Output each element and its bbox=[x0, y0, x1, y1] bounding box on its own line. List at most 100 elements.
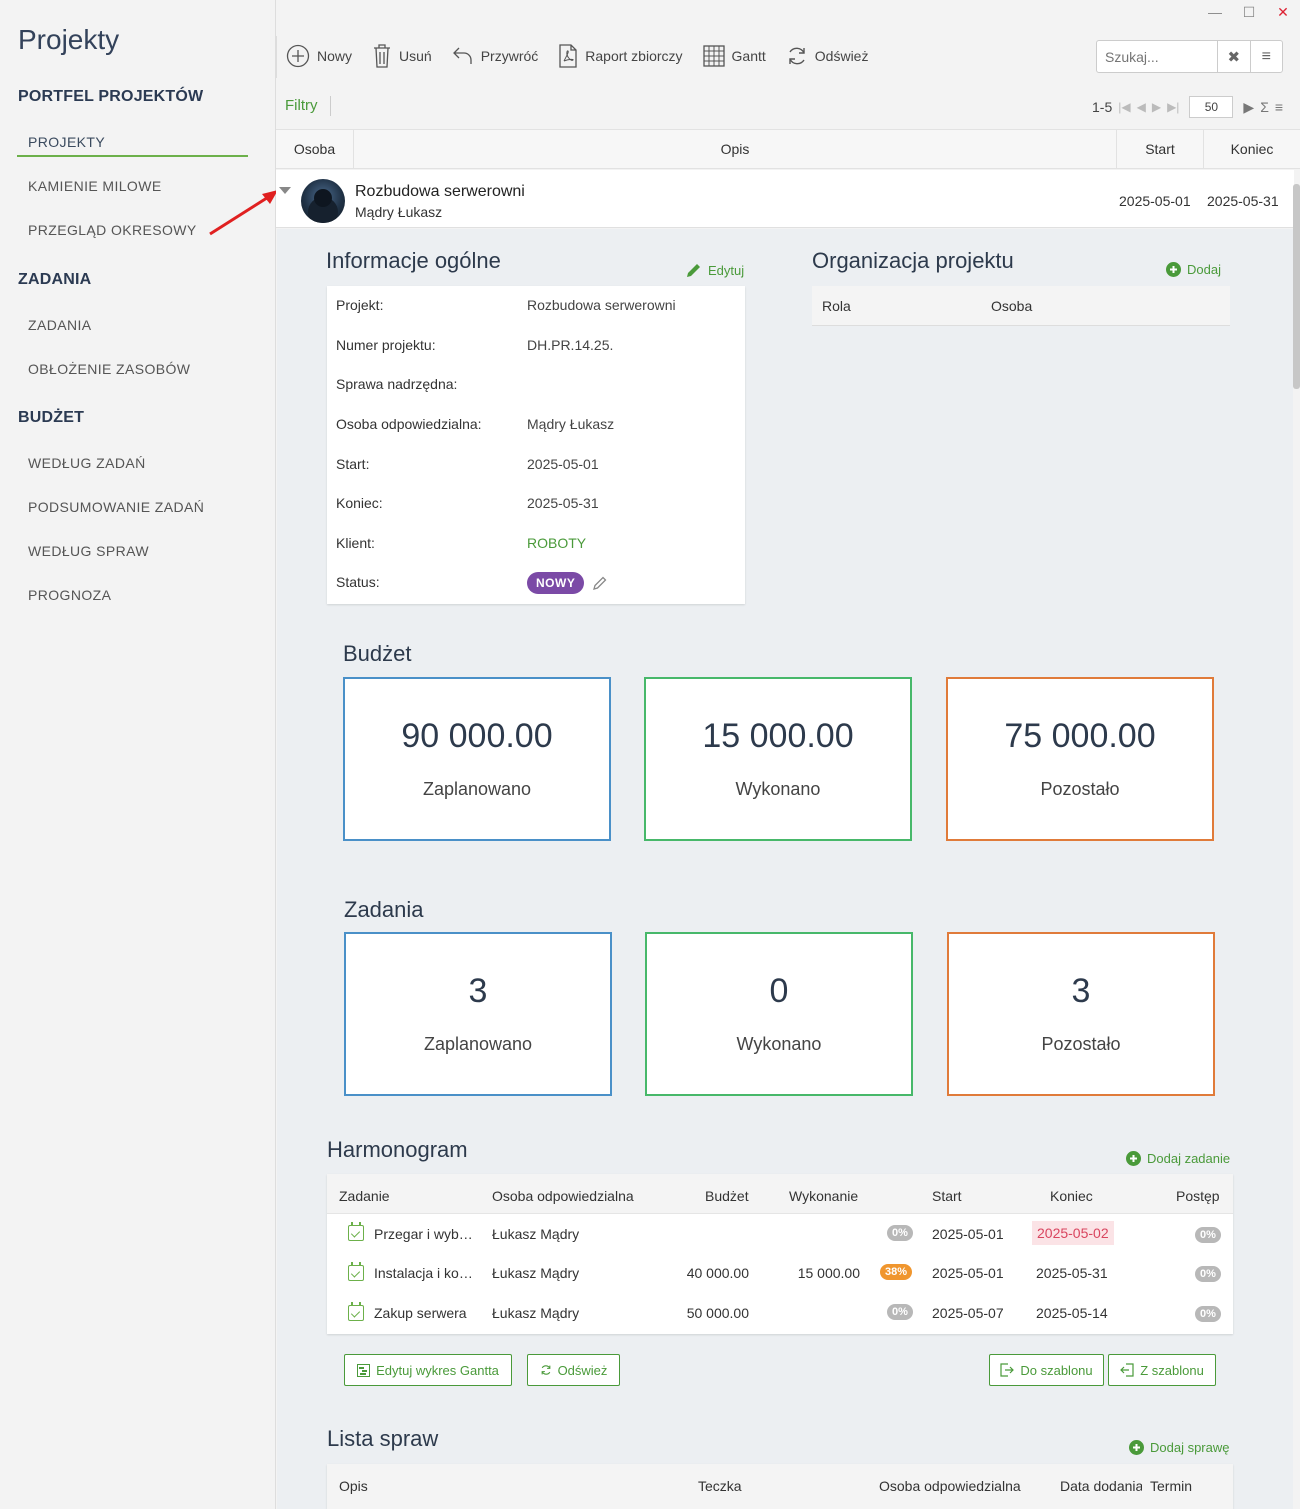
close-icon[interactable]: ✕ bbox=[1277, 3, 1289, 20]
sidebar-item-periodic-review[interactable]: PRZEGLĄD OKRESOWY bbox=[28, 222, 197, 238]
col-start[interactable]: Start bbox=[1117, 130, 1204, 168]
col-folder[interactable]: Teczka bbox=[698, 1478, 742, 1494]
restore-button[interactable]: Przywróć bbox=[452, 34, 538, 78]
first-page-icon[interactable]: |◀ bbox=[1118, 100, 1131, 114]
client-link[interactable]: ROBOTY bbox=[527, 535, 587, 551]
clear-search-icon[interactable]: ✖ bbox=[1217, 41, 1250, 72]
calendar-check-icon bbox=[348, 1302, 364, 1321]
next-page-icon[interactable]: ▶ bbox=[1151, 100, 1162, 114]
sidebar-item-forecast[interactable]: PROGNOZA bbox=[28, 587, 112, 603]
col-start[interactable]: Start bbox=[932, 1188, 962, 1204]
gantt-button[interactable]: Gantt bbox=[702, 34, 766, 78]
add-task-link[interactable]: Dodaj zadanie bbox=[1126, 1151, 1230, 1166]
col-deadline[interactable]: Termin bbox=[1150, 1478, 1193, 1494]
from-template-label: Z szablonu bbox=[1140, 1362, 1204, 1378]
sidebar-item-resource-load[interactable]: OBŁOŻENIE ZASOBÓW bbox=[28, 361, 191, 377]
col-task[interactable]: Zadanie bbox=[339, 1188, 390, 1204]
search-box: ✖ ≡ bbox=[1096, 40, 1283, 73]
delete-button[interactable]: Usuń bbox=[372, 34, 432, 78]
stat-number: 90 000.00 bbox=[401, 717, 553, 755]
scrollbar[interactable] bbox=[1293, 184, 1300, 389]
col-execution[interactable]: Wykonanie bbox=[789, 1188, 859, 1204]
col-date-added[interactable]: Data dodania bbox=[1060, 1478, 1142, 1494]
stat-number: 3 bbox=[1071, 972, 1091, 1010]
prev-page-icon[interactable]: ◀ bbox=[1136, 100, 1146, 114]
undo-icon bbox=[452, 47, 472, 64]
sidebar-item-tasks[interactable]: ZADANIA bbox=[28, 317, 92, 333]
grid-header: Osoba Opis Start Koniec bbox=[276, 129, 1300, 169]
last-page-icon[interactable]: ▶| bbox=[1167, 100, 1180, 114]
page-size-input[interactable]: 50 bbox=[1189, 96, 1234, 118]
from-template-button[interactable]: Z szablonu bbox=[1108, 1354, 1216, 1386]
tasks-title: Zadania bbox=[344, 897, 424, 922]
search-input[interactable] bbox=[1097, 41, 1217, 72]
info-key: Osoba odpowiedzialna: bbox=[336, 416, 482, 432]
edit-general-link[interactable]: Edytuj bbox=[685, 262, 744, 279]
sidebar-item-milestones[interactable]: KAMIENIE MILOWE bbox=[28, 178, 162, 194]
stat-number: 75 000.00 bbox=[1004, 717, 1156, 755]
task-person: Łukasz Mądry bbox=[492, 1226, 580, 1242]
stat-label: Wykonano bbox=[736, 1034, 822, 1054]
project-row[interactable]: Rozbudowa serwerowni Mądry Łukasz 2025-0… bbox=[276, 170, 1294, 228]
minimize-icon[interactable]: — bbox=[1208, 4, 1222, 20]
collapse-caret-icon[interactable] bbox=[279, 187, 291, 194]
calendar-check-icon bbox=[348, 1222, 364, 1241]
cases-title: Lista spraw bbox=[327, 1426, 439, 1451]
add-case-link[interactable]: Dodaj sprawę bbox=[1129, 1440, 1230, 1455]
add-org-link[interactable]: Dodaj bbox=[1166, 262, 1221, 277]
window-controls: — ☐ ✕ bbox=[1198, 0, 1300, 24]
section-tasks[interactable]: ZADANIA bbox=[18, 271, 92, 288]
col-responsible[interactable]: Osoba odpowiedzialna bbox=[492, 1188, 634, 1204]
expand-icon[interactable]: ▶ bbox=[1243, 98, 1255, 115]
new-button[interactable]: Nowy bbox=[286, 34, 352, 78]
sidebar-item-projekty[interactable]: PROJEKTY bbox=[28, 134, 106, 150]
edit-status-pencil-icon[interactable] bbox=[592, 575, 608, 591]
col-osoba[interactable]: Osoba bbox=[276, 130, 354, 168]
col-person[interactable]: Osoba bbox=[991, 298, 1033, 314]
col-responsible[interactable]: Osoba odpowiedzialna bbox=[879, 1478, 1021, 1494]
stat-label: Zaplanowano bbox=[423, 1034, 533, 1054]
sidebar-item-task-summary[interactable]: PODSUMOWANIE ZADAŃ bbox=[28, 499, 205, 515]
schedule-title: Harmonogram bbox=[327, 1137, 468, 1162]
status-value: NOWY bbox=[527, 572, 608, 594]
refresh-button[interactable]: Odśwież bbox=[786, 34, 868, 78]
col-end[interactable]: Koniec bbox=[1050, 1188, 1093, 1204]
menu-icon[interactable]: ≡ bbox=[1249, 41, 1283, 72]
report-button[interactable]: Raport zbiorczy bbox=[558, 34, 683, 78]
info-key: Status: bbox=[336, 574, 380, 590]
pdf-icon bbox=[559, 44, 577, 68]
import-icon bbox=[1120, 1363, 1134, 1377]
col-koniec[interactable]: Koniec bbox=[1230, 141, 1274, 157]
col-description[interactable]: Opis bbox=[339, 1478, 368, 1494]
info-value: Rozbudowa serwerowni bbox=[527, 297, 676, 313]
maximize-icon[interactable]: ☐ bbox=[1242, 3, 1256, 20]
execution-percent: 0% bbox=[887, 1304, 913, 1320]
row-start: 2025-05-01 bbox=[1119, 193, 1191, 209]
task-name[interactable]: Instalacja i ko… bbox=[374, 1265, 473, 1281]
schedule-refresh-button[interactable]: Odśwież bbox=[527, 1354, 620, 1386]
execution-percent: 38% bbox=[880, 1264, 913, 1280]
info-key: Sprawa nadrzędna: bbox=[336, 376, 458, 392]
columns-menu-icon[interactable]: ≡ bbox=[1274, 99, 1284, 115]
section-budget[interactable]: BUDŻET bbox=[18, 409, 85, 426]
col-progress[interactable]: Postęp bbox=[1176, 1188, 1220, 1204]
export-icon bbox=[1000, 1363, 1015, 1377]
filters-link[interactable]: Filtry bbox=[285, 97, 318, 114]
col-opis[interactable]: Opis bbox=[354, 130, 1117, 168]
col-role[interactable]: Rola bbox=[822, 298, 851, 314]
task-done: 15 000.00 bbox=[797, 1265, 860, 1281]
to-template-button[interactable]: Do szablonu bbox=[989, 1354, 1104, 1386]
sum-icon[interactable]: Σ bbox=[1260, 99, 1269, 115]
sidebar-item-by-cases[interactable]: WEDŁUG SPRAW bbox=[28, 543, 149, 559]
task-name[interactable]: Przegar i wyb… bbox=[374, 1226, 473, 1242]
to-template-label: Do szablonu bbox=[1020, 1362, 1093, 1378]
plus-circle-icon bbox=[1129, 1440, 1144, 1455]
col-budget[interactable]: Budżet bbox=[705, 1188, 749, 1204]
general-title: Informacje ogólne bbox=[326, 248, 501, 273]
section-portfolio[interactable]: PORTFEL PROJEKTÓW bbox=[18, 88, 204, 105]
task-name[interactable]: Zakup serwera bbox=[374, 1305, 467, 1321]
sidebar-item-by-tasks[interactable]: WEDŁUG ZADAŃ bbox=[28, 455, 146, 471]
edit-gantt-button[interactable]: Edytuj wykres Gantta bbox=[344, 1354, 512, 1386]
tasks-planned-card: 3 Zaplanowano bbox=[344, 932, 612, 1096]
progress-percent: 0% bbox=[1195, 1306, 1221, 1322]
